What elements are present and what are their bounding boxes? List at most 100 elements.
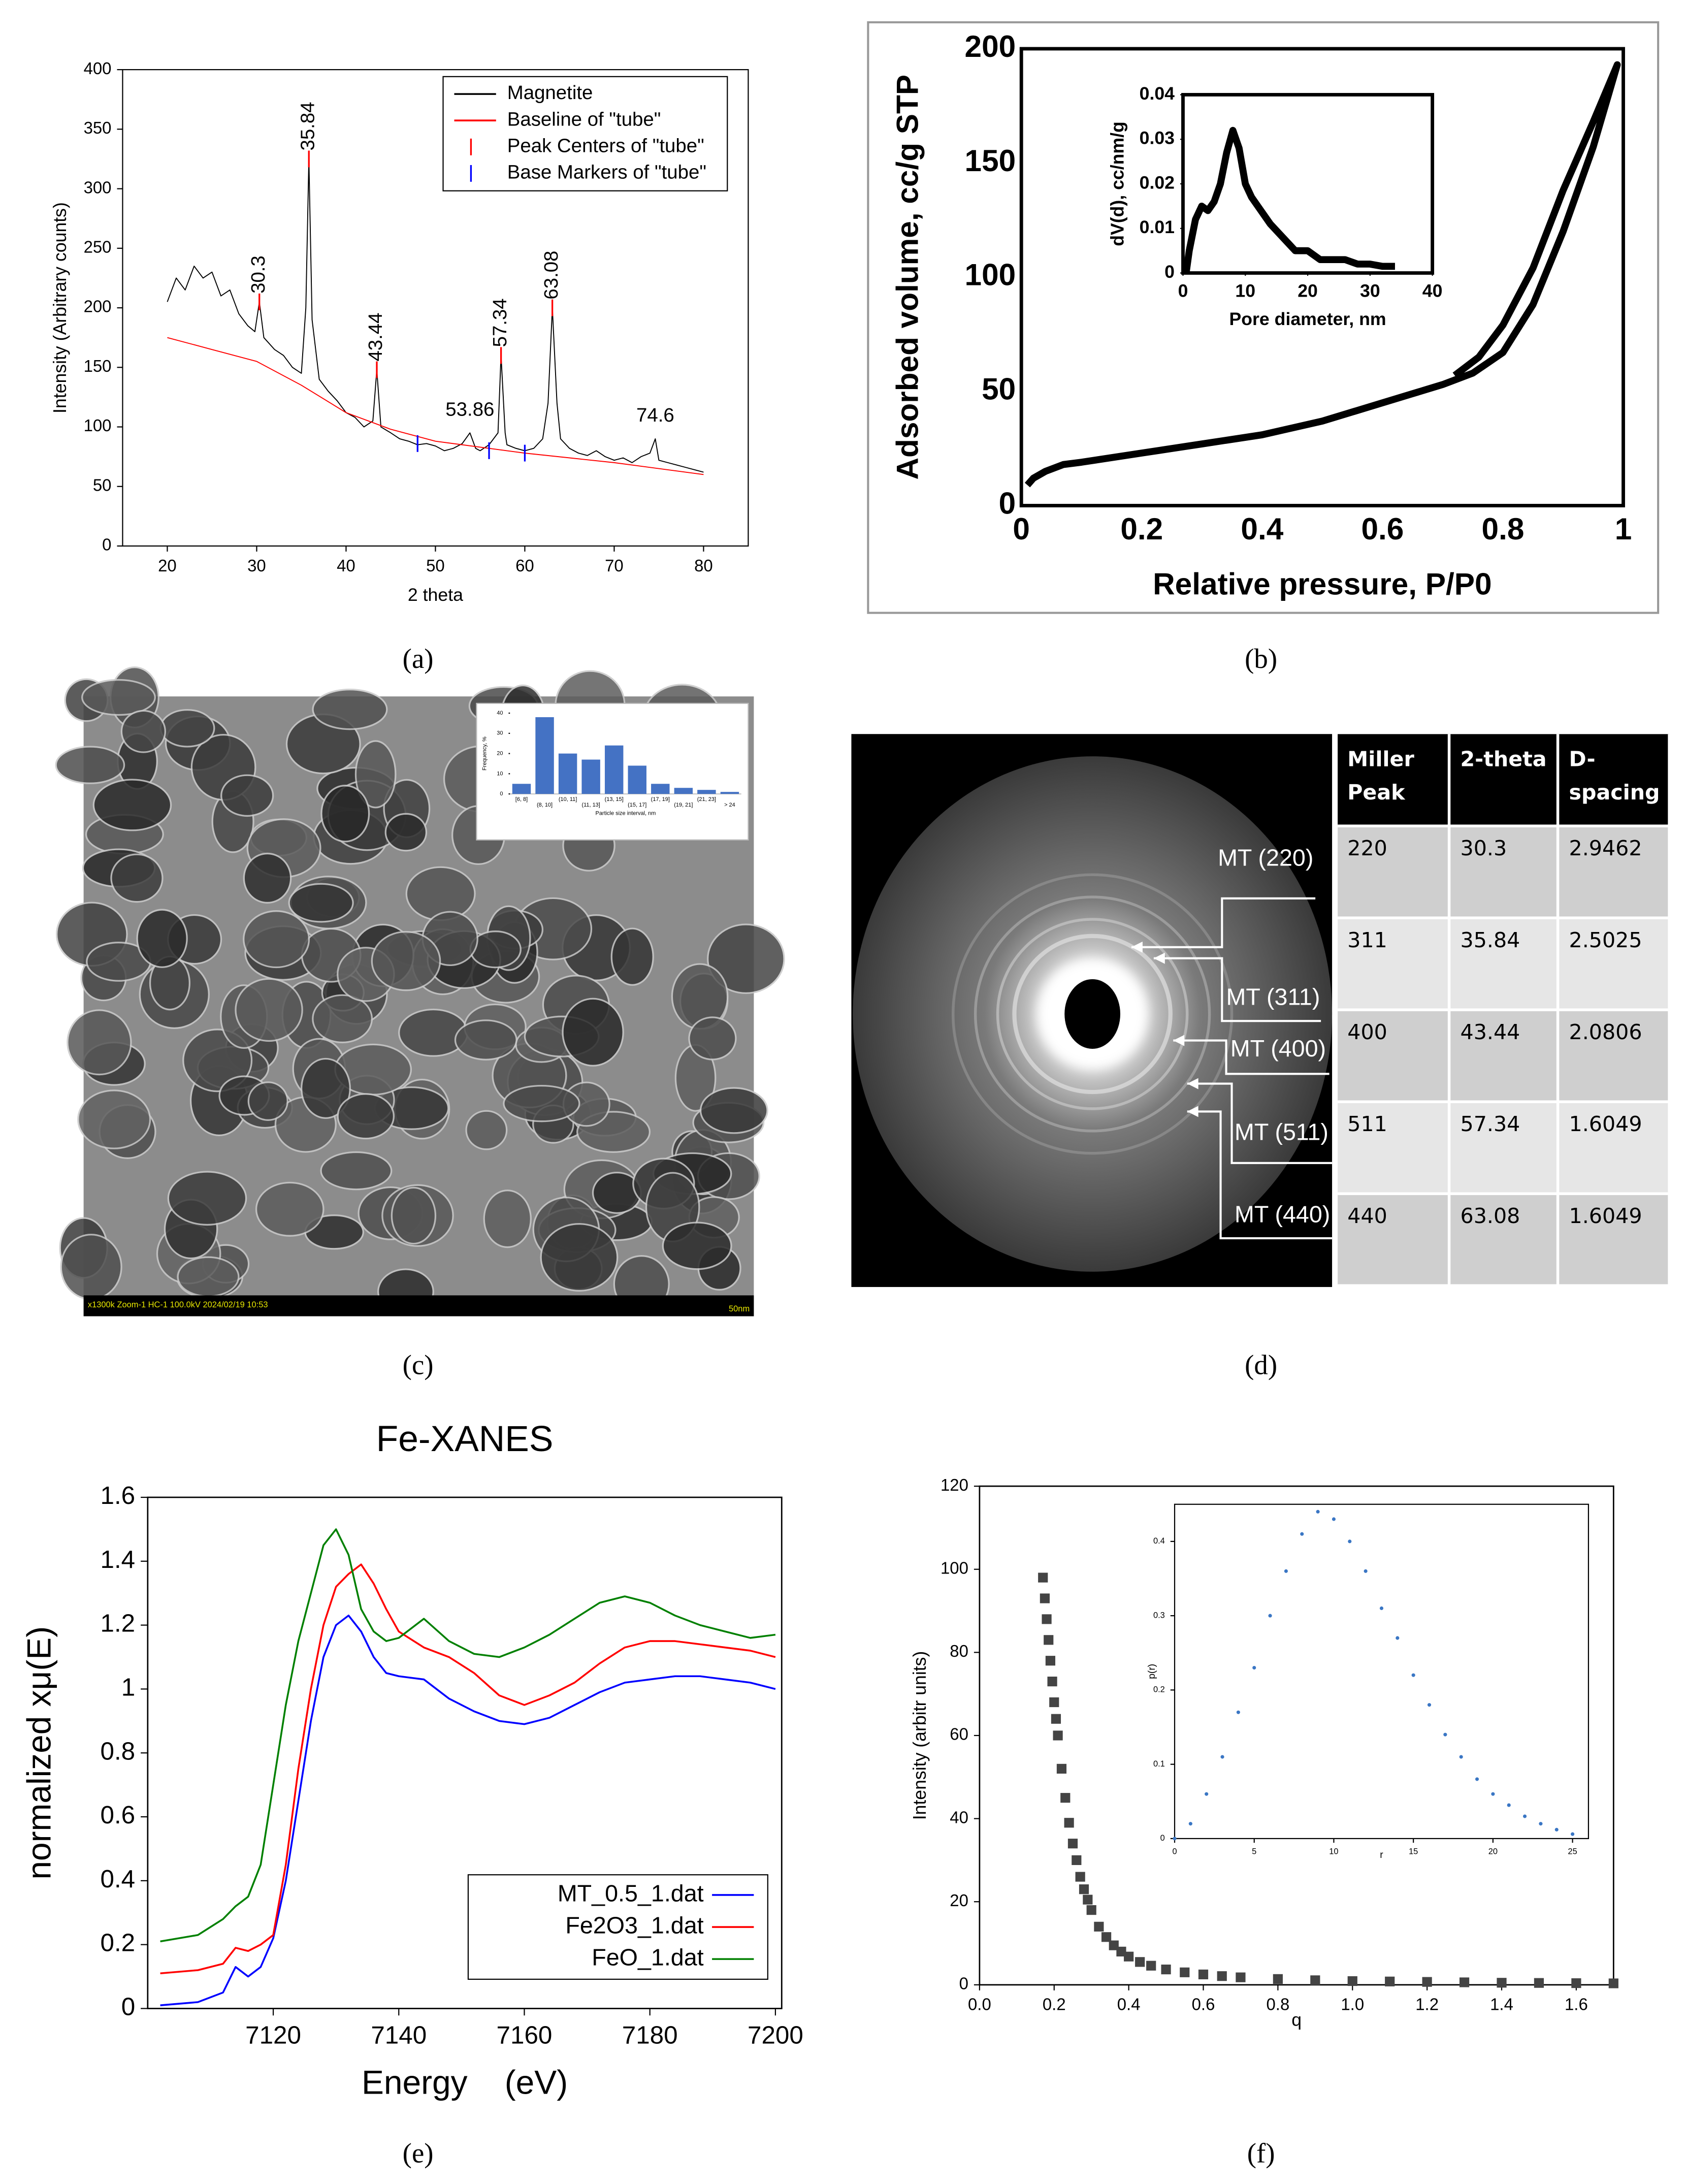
info-text: x1300k Zoom-1 HC-1 100.0kV 2024/02/19 10…	[88, 1300, 268, 1309]
particle	[60, 1234, 122, 1300]
point	[1044, 1635, 1054, 1645]
x-axis-label: 2 theta	[408, 585, 463, 605]
x-tick-label: 30	[1360, 281, 1380, 301]
peak-label: 63.08	[540, 251, 562, 300]
particle	[159, 709, 215, 748]
point	[1042, 1614, 1052, 1624]
arrow-line	[1153, 957, 1321, 1022]
table-cell: 35.84	[1449, 918, 1560, 1011]
particle	[405, 866, 476, 921]
point	[1198, 1969, 1209, 1979]
y-tick-label: 0.02	[1140, 172, 1175, 192]
x-tick-label: 10	[1329, 1847, 1338, 1856]
y-tick-label: 30	[497, 730, 503, 736]
particle	[120, 710, 166, 753]
bar	[581, 759, 600, 794]
y-tick-label: 50	[982, 372, 1016, 406]
y-tick-label: 0	[1160, 1834, 1165, 1843]
y-tick-label: 0.2	[1153, 1685, 1165, 1694]
particle	[255, 1181, 325, 1237]
caption: (d)	[1245, 1350, 1277, 1380]
point	[1411, 1673, 1415, 1677]
point	[1094, 1921, 1104, 1932]
y-tick-label: 10	[497, 770, 503, 777]
y-tick-label: 0.4	[101, 1865, 136, 1893]
table-cell: 30.3	[1449, 826, 1560, 919]
y-axis-label: p(r)	[1147, 1664, 1157, 1679]
particle	[312, 994, 373, 1044]
y-tick-label: 0	[959, 1974, 968, 1993]
particle	[136, 909, 188, 968]
point	[1075, 1872, 1085, 1882]
point	[1422, 1977, 1432, 1987]
series-line	[160, 1614, 776, 2006]
x-tick-label: 60	[515, 556, 534, 575]
x-tick-label: (10, 11]	[559, 796, 577, 802]
x-axis-label: Pore diameter, nm	[1229, 309, 1386, 329]
legend-label: Peak Centers of "tube"	[507, 135, 704, 156]
legend-label: Base Markers of "tube"	[507, 162, 706, 183]
y-tick-label: 40	[950, 1808, 968, 1826]
y-tick-label: 1.2	[101, 1610, 136, 1637]
y-tick-label: 250	[84, 238, 112, 256]
point	[1040, 1593, 1050, 1603]
particle	[337, 1093, 395, 1140]
x-tick-label: 80	[694, 556, 713, 575]
x-tick-label: 20	[1488, 1847, 1498, 1856]
panel-frame	[867, 21, 1660, 614]
table-cell: 311	[1338, 918, 1451, 1011]
y-tick-label: 0.1	[1153, 1759, 1165, 1769]
particle	[320, 785, 370, 843]
y-tick-label: 50	[93, 475, 112, 494]
particle	[562, 998, 624, 1067]
y-tick-label: 0	[1164, 262, 1175, 282]
point	[1571, 1832, 1575, 1836]
x-tick-label: 7160	[497, 2021, 553, 2049]
particle	[354, 740, 397, 809]
particle	[177, 1256, 240, 1297]
particle	[662, 1222, 732, 1270]
legend-label: Magnetite	[507, 82, 593, 104]
table-row: 220 30.3 2.9462	[1338, 826, 1670, 919]
x-tick-label: 70	[605, 556, 624, 575]
y-axis-label: Intensity (arbitr units)	[910, 1651, 930, 1820]
y-tick-label: 0	[121, 1993, 135, 2021]
particle	[92, 779, 172, 831]
arrow-head	[1187, 1106, 1198, 1117]
legend-label: Baseline of "tube"	[507, 108, 661, 130]
particle	[384, 813, 428, 852]
particle	[699, 1087, 768, 1134]
x-tick-label: 0.2	[1043, 1995, 1066, 2014]
series-line	[1024, 61, 1621, 488]
particle	[77, 1089, 151, 1149]
x-tick-label: (13, 15]	[605, 796, 624, 802]
x-axis-label: Particle size interval, nm	[596, 810, 656, 816]
point	[1497, 1978, 1507, 1988]
y-tick-label: 20	[950, 1891, 968, 1910]
point	[1236, 1710, 1240, 1714]
y-tick-label: 0.01	[1140, 217, 1175, 237]
particle	[167, 1171, 247, 1226]
x-tick-label: 0.8	[1267, 1995, 1290, 2014]
point	[1049, 1697, 1059, 1708]
y-tick-label: 1.4	[101, 1546, 136, 1573]
point	[1273, 1974, 1283, 1984]
peak-label: 43.44	[365, 312, 386, 361]
x-tick-label: 0.4	[1241, 511, 1283, 546]
point	[1364, 1569, 1368, 1573]
table-cell: 2.9462	[1558, 826, 1670, 919]
ring	[974, 895, 1211, 1133]
particle	[483, 1190, 532, 1248]
y-tick-label: 0	[500, 791, 503, 797]
y-tick-label: 400	[84, 59, 112, 78]
point	[1427, 1703, 1432, 1707]
point	[1507, 1803, 1511, 1807]
x-axis-label: Energy (eV)	[362, 2064, 568, 2101]
plot-frame	[1174, 1503, 1590, 1839]
particle	[81, 679, 156, 716]
x-tick-label: 40	[1422, 281, 1443, 301]
chart: 0 10 20 30 40 Particle size interval, nm Frequ…	[482, 710, 741, 816]
y-tick-label: 1.6	[101, 1482, 136, 1509]
